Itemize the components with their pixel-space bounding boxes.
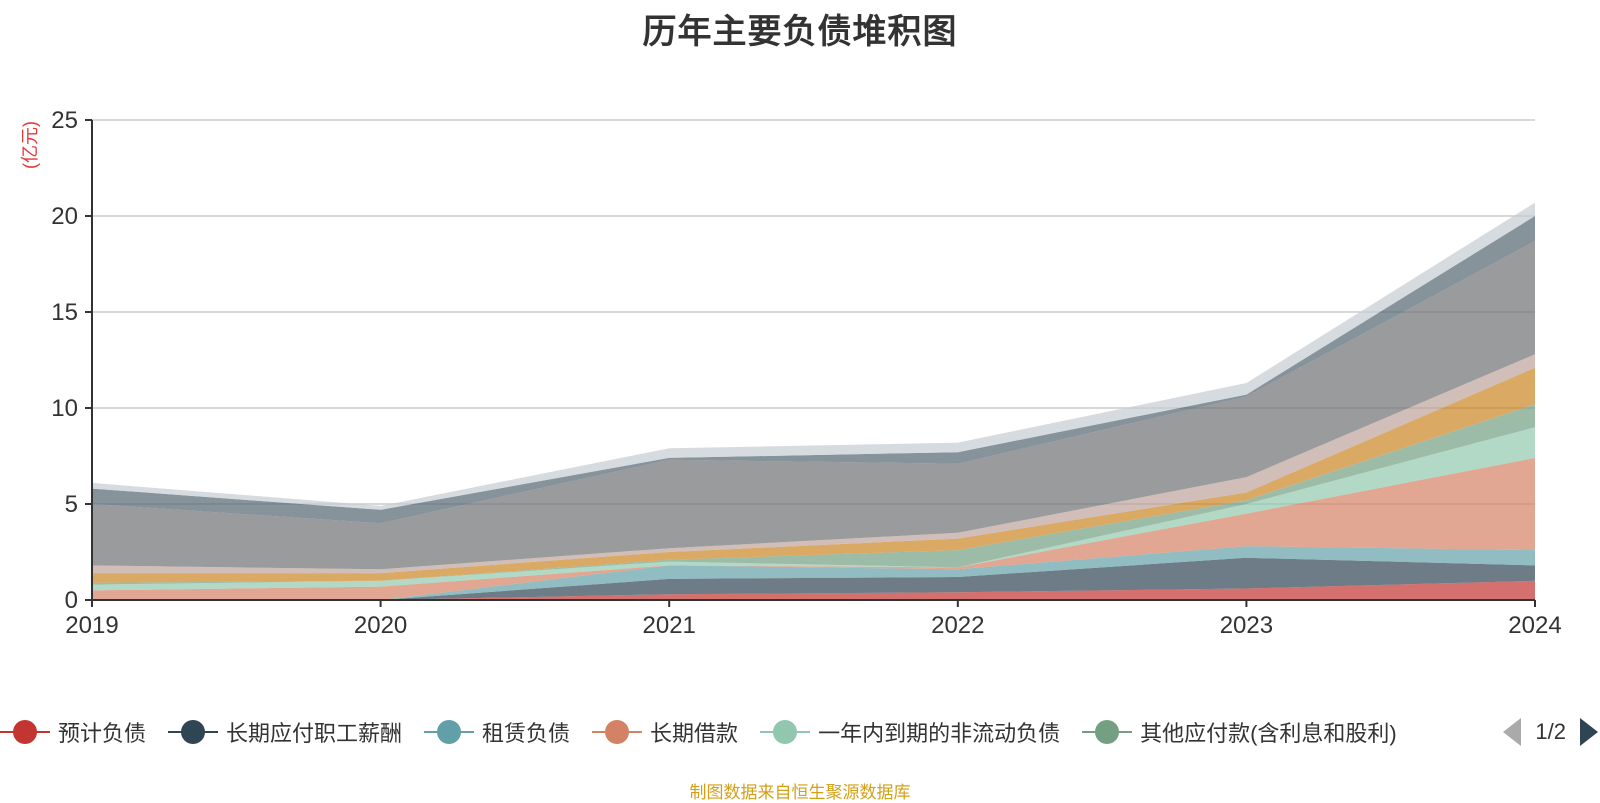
legend-label: 租赁负债 — [482, 721, 571, 746]
x-tick-label: 2021 — [643, 612, 696, 639]
area-series-2 — [92, 557, 1535, 600]
legend-page-indicator: 1/2 — [1535, 719, 1566, 744]
source-note: 制图数据来自恒生聚源数据库 — [689, 783, 911, 802]
x-tick-label: 2022 — [931, 612, 984, 639]
legend-swatch-icon — [592, 719, 643, 745]
legend-item[interactable]: 其他应付款(含利息和股利) — [1082, 716, 1397, 748]
legend-label: 预计负债 — [58, 721, 147, 746]
y-tick-label: 15 — [51, 299, 78, 326]
legend-swatch-icon — [0, 719, 50, 745]
legend-item[interactable]: 预计负债 — [0, 716, 146, 748]
legend-item[interactable]: 长期应付职工薪酬 — [168, 716, 402, 748]
area-series-11 — [92, 202, 1535, 510]
x-tick-label: 2023 — [1220, 612, 1273, 639]
legend-item[interactable]: 长期借款 — [592, 716, 738, 748]
y-tick-label: 20 — [51, 203, 78, 230]
legend-label: 长期应付职工薪酬 — [226, 721, 403, 746]
legend-next-page-icon[interactable] — [1580, 718, 1598, 746]
area-series-3 — [92, 546, 1535, 600]
area-series-9 — [92, 241, 1535, 570]
legend-pager: 1/2 — [1470, 712, 1600, 752]
y-tick-label: 10 — [51, 395, 78, 422]
legend-item[interactable]: 一年内到期的非流动负债 — [760, 716, 1060, 748]
legend-swatch-icon — [760, 719, 811, 745]
x-tick-label: 2019 — [65, 612, 118, 639]
y-tick-label: 5 — [65, 491, 78, 518]
legend-label: 一年内到期的非流动负债 — [818, 721, 1061, 746]
legend-swatch-icon — [1082, 719, 1133, 745]
legend-swatch-icon — [424, 719, 475, 745]
y-tick-label: 0 — [65, 587, 78, 614]
tick-labels: 0 5 10 15 20 25 2019 2020 2021 2022 2023 2024 — [51, 107, 1561, 639]
legend-label: 其他应付款(含利息和股利) — [1140, 721, 1397, 746]
chart-title: 历年主要负债堆积图 — [642, 13, 958, 51]
axes — [85, 119, 1536, 607]
area-series-4 — [92, 457, 1535, 600]
legend-swatch-icon — [168, 719, 219, 745]
x-tick-label: 2020 — [354, 612, 407, 639]
legend-prev-page-icon[interactable] — [1503, 718, 1522, 746]
legend-item[interactable]: 租赁负债 — [424, 716, 570, 748]
x-tick-label: 2024 — [1508, 612, 1561, 639]
area-series-group — [92, 202, 1535, 600]
area-series-5 — [92, 427, 1535, 591]
legend-label: 长期借款 — [650, 721, 739, 746]
legend: 预计负债 长期应付职工薪酬 租赁负债 长期借款 一年内到期的非流动负债 其他应付款(含利息… — [0, 712, 1600, 752]
y-axis-unit-label: (亿元) — [20, 121, 40, 169]
area-series-1 — [92, 580, 1535, 600]
y-tick-label: 25 — [51, 107, 78, 134]
